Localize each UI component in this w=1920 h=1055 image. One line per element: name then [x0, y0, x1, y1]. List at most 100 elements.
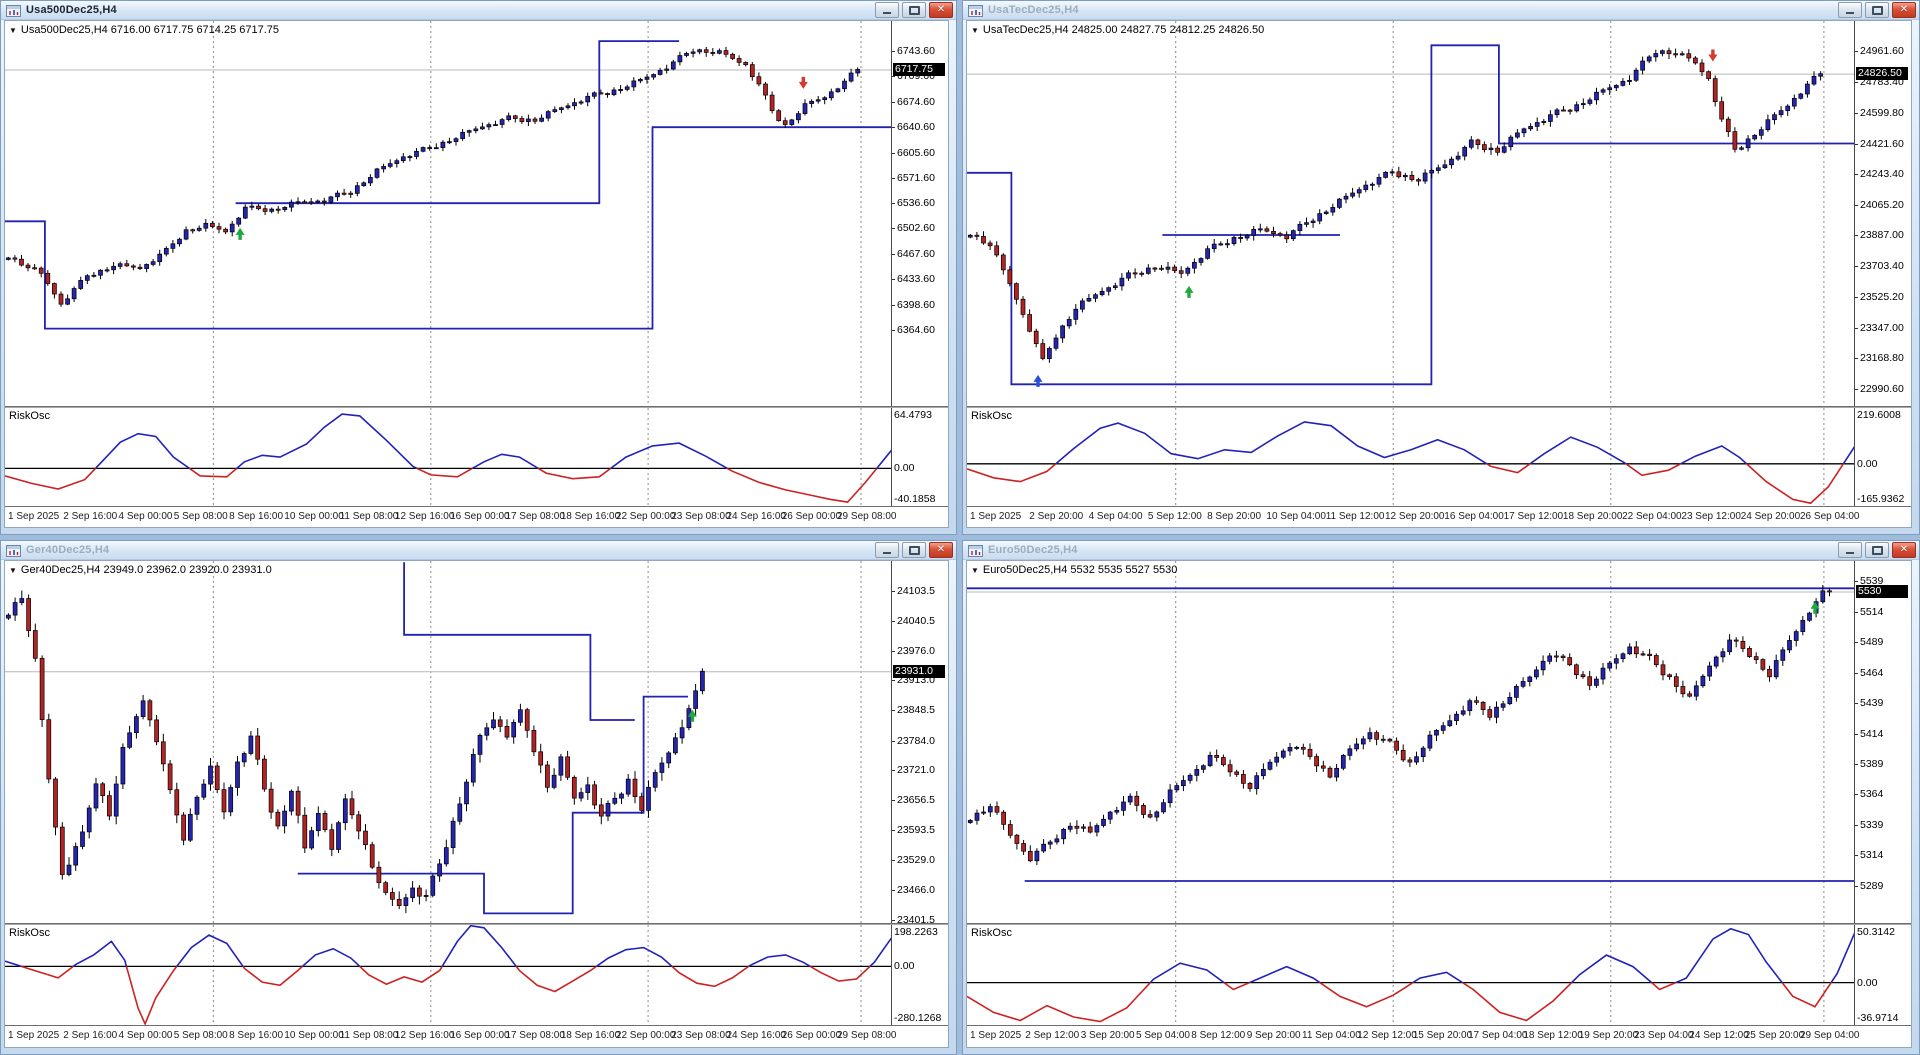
window-controls: ✕ — [875, 2, 953, 18]
symbol-dropdown-icon[interactable]: ▼ — [971, 565, 979, 575]
time-tick-label: 11 Sep 12:00 — [1325, 511, 1385, 522]
symbol-dropdown-icon[interactable]: ▼ — [9, 565, 17, 575]
time-axis[interactable]: 1 Sep 2025 2 Sep 16:00 4 Sep 00:00 5 Sep 08… — [5, 507, 948, 527]
price-tick-label: 24599.80 — [1855, 107, 1904, 119]
time-axis[interactable]: 1 Sep 2025 2 Sep 20:00 4 Sep 04:00 5 Sep 12… — [967, 507, 1911, 527]
restore-button[interactable] — [1865, 2, 1889, 18]
price-axis[interactable]: 24961.60 24783.40 24599.80 24421.60 24243.40… — [1854, 21, 1911, 406]
close-button[interactable]: ✕ — [929, 542, 953, 558]
riskosc-pane[interactable]: RiskOsc 198.2263 0.00 -280.1268 — [5, 924, 948, 1026]
time-tick-label: 18 Sep 16:00 — [560, 511, 621, 522]
price-axis[interactable]: 6743.60 6709.60 6674.60 6640.60 6605.60 6571.… — [891, 21, 948, 406]
chart-area: ▼ UsaTecDec25,H4 24825.00 24827.75 24812… — [966, 20, 1912, 528]
riskosc-pane[interactable]: RiskOsc 64.4793 0.00 -40.1858 — [5, 407, 948, 507]
window-titlebar[interactable]: Ger40Dec25,H4 ✕ — [1, 541, 956, 560]
riskosc-plot[interactable] — [967, 408, 1855, 506]
candlestick-plot[interactable] — [5, 21, 892, 406]
ohlc-info: ▼ Ger40Dec25,H4 23949.0 23962.0 23920.0 … — [9, 564, 272, 576]
price-tick-label: 23721.0 — [892, 764, 935, 776]
price-axis[interactable]: 5539 5514 5489 5464 5439 5414 5389 5364 5339 5314… — [1854, 561, 1911, 923]
signal-arrow-up — [687, 709, 697, 722]
price-pane[interactable]: ▼ Ger40Dec25,H4 23949.0 23962.0 23920.0 … — [5, 561, 948, 926]
price-tick-label: 23466.0 — [892, 884, 935, 896]
time-tick-label: 8 Sep 16:00 — [229, 511, 284, 522]
current-price-chip: 6717.75 — [893, 63, 945, 76]
riskosc-plot[interactable] — [5, 408, 892, 506]
window-title: UsaTecDec25,H4 — [988, 4, 1079, 16]
window-controls: ✕ — [875, 542, 953, 558]
candlestick-plot[interactable] — [5, 561, 892, 923]
chart-area: ▼ Euro50Dec25,H4 5532 5535 5527 5530 553… — [966, 560, 1912, 1048]
riskosc-axis[interactable]: 198.2263 0.00 -280.1268 — [891, 925, 948, 1025]
price-tick-label: 6467.60 — [892, 248, 935, 260]
window-titlebar[interactable]: Euro50Dec25,H4 ✕ — [963, 541, 1919, 560]
close-button[interactable]: ✕ — [1892, 542, 1916, 558]
riskosc-min-label: -165.9362 — [1857, 493, 1905, 505]
riskosc-axis[interactable]: 50.3142 0.00 -36.9714 — [1854, 925, 1911, 1025]
chart-window-euro50: Euro50Dec25,H4 ✕ ▼ Euro50Dec25,H4 5532 5… — [962, 540, 1920, 1055]
time-tick-label: 16 Sep 04:00 — [1444, 511, 1504, 522]
price-tick-label: 23784.0 — [892, 735, 935, 747]
price-tick-label: 5514 — [1855, 606, 1883, 618]
riskosc-pane[interactable]: RiskOsc 50.3142 0.00 -36.9714 — [967, 924, 1911, 1026]
riskosc-pane[interactable]: RiskOsc 219.6008 0.00 -165.9362 — [967, 407, 1911, 507]
price-tick-label: 24103.5 — [892, 585, 935, 597]
window-titlebar[interactable]: Usa500Dec25,H4 ✕ — [1, 1, 956, 20]
signal-arrow-up — [1033, 374, 1043, 387]
time-axis[interactable]: 1 Sep 2025 2 Sep 16:00 4 Sep 00:00 5 Sep 08… — [5, 1026, 948, 1047]
minimize-button[interactable] — [875, 542, 899, 558]
price-tick-label: 5339 — [1855, 819, 1883, 831]
price-pane[interactable]: ▼ Euro50Dec25,H4 5532 5535 5527 5530 553… — [967, 561, 1911, 924]
restore-button[interactable] — [902, 2, 926, 18]
ohlc-info: ▼ Euro50Dec25,H4 5532 5535 5527 5530 — [971, 564, 1177, 576]
indicator-label: RiskOsc — [971, 410, 1012, 422]
time-tick-label: 8 Sep 16:00 — [229, 1030, 284, 1041]
candlestick-plot[interactable] — [967, 561, 1855, 923]
close-button[interactable]: ✕ — [1892, 2, 1916, 18]
time-tick-label: 12 Sep 12:00 — [1357, 1030, 1417, 1041]
window-title: Euro50Dec25,H4 — [988, 544, 1078, 556]
restore-button[interactable] — [902, 542, 926, 558]
time-axis[interactable]: 1 Sep 2025 2 Sep 12:00 3 Sep 20:00 5 Sep 04… — [967, 1026, 1911, 1047]
symbol-dropdown-icon[interactable]: ▼ — [9, 25, 17, 35]
time-tick-label: 8 Sep 12:00 — [1191, 1030, 1246, 1041]
ohlc-text: Ger40Dec25,H4 23949.0 23962.0 23920.0 23… — [20, 564, 272, 576]
signal-arrow-up — [1810, 601, 1820, 614]
time-tick-label: 24 Sep 12:00 — [1689, 1030, 1749, 1041]
signal-arrow-up — [235, 227, 245, 240]
window-title: Ger40Dec25,H4 — [26, 544, 110, 556]
chart-window-icon — [968, 544, 983, 557]
riskosc-axis[interactable]: 64.4793 0.00 -40.1858 — [891, 408, 948, 506]
riskosc-axis[interactable]: 219.6008 0.00 -165.9362 — [1854, 408, 1911, 506]
time-tick-label: 22 Sep 00:00 — [615, 1030, 676, 1041]
time-tick-label: 18 Sep 20:00 — [1562, 511, 1623, 522]
price-tick-label: 6743.60 — [892, 45, 935, 57]
price-pane[interactable]: ▼ Usa500Dec25,H4 6716.00 6717.75 6714.25… — [5, 21, 948, 407]
candlestick-plot[interactable] — [967, 21, 1855, 406]
price-pane[interactable]: ▼ UsaTecDec25,H4 24825.00 24827.75 24812… — [967, 21, 1911, 407]
minimize-button[interactable] — [1838, 2, 1862, 18]
time-tick-label: 5 Sep 08:00 — [173, 511, 228, 522]
signal-arrow-down — [798, 76, 808, 89]
price-tick-label: 5314 — [1855, 849, 1883, 861]
time-tick-label: 11 Sep 04:00 — [1302, 1030, 1361, 1041]
time-tick-label: 24 Sep 16:00 — [726, 511, 787, 522]
restore-button[interactable] — [1865, 542, 1889, 558]
time-tick-label: 1 Sep 2025 — [970, 1030, 1022, 1041]
minimize-button[interactable] — [1838, 542, 1862, 558]
symbol-dropdown-icon[interactable]: ▼ — [971, 25, 979, 35]
time-tick-label: 23 Sep 04:00 — [1634, 1030, 1694, 1041]
price-tick-label: 23887.00 — [1855, 229, 1904, 241]
riskosc-plot[interactable] — [5, 925, 892, 1025]
chart-area: ▼ Usa500Dec25,H4 6716.00 6717.75 6714.25… — [4, 20, 949, 528]
close-button[interactable]: ✕ — [929, 2, 953, 18]
time-tick-label: 24 Sep 16:00 — [726, 1030, 787, 1041]
price-axis[interactable]: 24103.5 24040.5 23976.0 23913.0 23848.5 23784… — [891, 561, 948, 926]
riskosc-plot[interactable] — [967, 925, 1855, 1025]
price-tick-label: 24065.20 — [1855, 199, 1904, 211]
minimize-button[interactable] — [875, 2, 899, 18]
time-tick-label: 9 Sep 20:00 — [1246, 1030, 1301, 1041]
window-titlebar[interactable]: UsaTecDec25,H4 ✕ — [963, 1, 1919, 20]
window-title: Usa500Dec25,H4 — [26, 4, 117, 16]
